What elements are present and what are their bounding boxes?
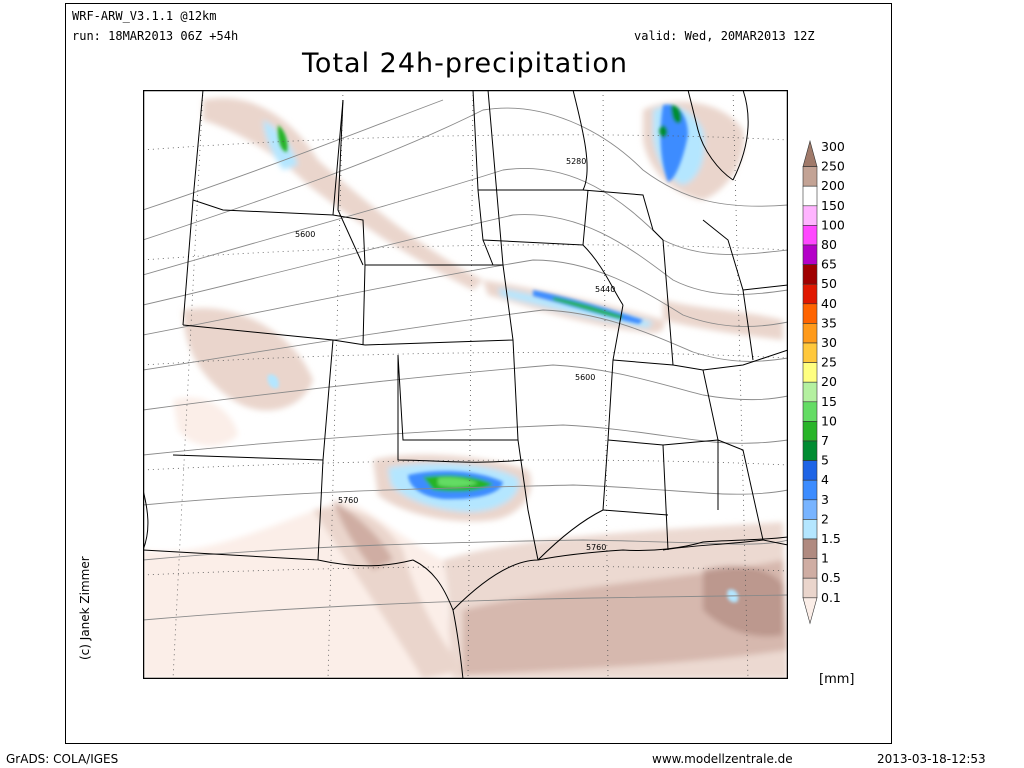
- legend-label: 15: [821, 394, 837, 409]
- legend-swatch: [802, 362, 818, 383]
- contour-label: 5600: [575, 373, 595, 382]
- legend-swatch: [802, 577, 818, 599]
- legend-swatch: [802, 283, 818, 305]
- legend-swatch: [802, 323, 818, 344]
- contour-label: 5600: [295, 230, 315, 239]
- legend-swatch: [802, 264, 818, 285]
- geopotential-contours: [143, 99, 788, 621]
- legend-swatch: [802, 225, 818, 246]
- legend-label: 1.5: [821, 531, 841, 546]
- map-title: Total 24h-precipitation: [302, 48, 628, 79]
- legend-swatch: [802, 185, 818, 207]
- legend-swatch: [802, 303, 818, 324]
- legend-label: 30: [821, 335, 837, 350]
- contour-label: 5760: [586, 543, 606, 552]
- legend-label: 0.5: [821, 570, 841, 585]
- legend-label: 40: [821, 296, 837, 311]
- precipitation-map: 5280 5600 5440 5600 5760 5760: [143, 90, 788, 679]
- legend-swatch: [802, 205, 818, 226]
- legend-label: 4: [821, 472, 829, 487]
- legend-label: 20: [821, 374, 837, 389]
- plot-frame: [65, 3, 892, 744]
- unit-label: [mm]: [819, 672, 855, 687]
- map-border: [143, 90, 788, 679]
- state-boundaries: [143, 90, 788, 567]
- graticule: [143, 90, 788, 679]
- legend-label: 2: [821, 511, 829, 526]
- legend-label: 250: [821, 159, 845, 174]
- legend-label: 5: [821, 453, 829, 468]
- contour-label: 5760: [338, 496, 358, 505]
- legend-swatch: [802, 401, 818, 422]
- contour-label: 5440: [595, 285, 615, 294]
- run-label: run: 18MAR2013 06Z +54h: [72, 29, 239, 43]
- legend-swatch: [802, 597, 818, 625]
- legend-label: 7: [821, 433, 829, 448]
- model-label: WRF-ARW_V3.1.1 @12km: [72, 9, 217, 23]
- legend-swatch: [802, 538, 818, 559]
- legend-label: 50: [821, 276, 837, 291]
- precip-shading: [143, 98, 788, 679]
- legend-label: 3: [821, 492, 829, 507]
- legend-swatch: [802, 166, 818, 187]
- legend-swatch: [802, 381, 818, 403]
- legend-label: 300: [821, 139, 845, 154]
- footer-timestamp: 2013-03-18-12:53: [877, 752, 986, 766]
- legend-swatch: [802, 139, 818, 167]
- legend-label: 1: [821, 551, 829, 566]
- contour-label: 5280: [566, 157, 586, 166]
- contour-labels: 5280 5600 5440 5600 5760 5760: [295, 157, 615, 552]
- footer-website: www.modellzentrale.de: [652, 752, 793, 766]
- legend-label: 80: [821, 237, 837, 252]
- footer-software: GrADS: COLA/IGES: [6, 752, 119, 766]
- legend-label: 35: [821, 315, 837, 330]
- legend-label: 150: [821, 198, 845, 213]
- legend-swatch: [802, 342, 818, 363]
- legend-label: 65: [821, 257, 837, 272]
- legend-swatch: [802, 460, 818, 481]
- legend-swatch: [802, 519, 818, 540]
- legend-swatch: [802, 421, 818, 442]
- legend-swatch: [802, 440, 818, 461]
- legend-label: 0.1: [821, 590, 841, 605]
- legend-swatch: [802, 479, 818, 501]
- legend-label: 10: [821, 413, 837, 428]
- legend-label: 200: [821, 178, 845, 193]
- author-credit: (c) Janek Zimmer: [78, 556, 92, 660]
- legend-swatch: [802, 558, 818, 579]
- valid-time-label: valid: Wed, 20MAR2013 12Z: [634, 29, 815, 43]
- legend-label: 100: [821, 217, 845, 232]
- legend-swatch: [802, 499, 818, 520]
- legend-swatch: [802, 244, 818, 265]
- color-legend: 300 250 200 150 100 80 65 50 40 35 30 25 20 15 10 7 5 4 3 2…: [802, 139, 845, 625]
- legend-label: 25: [821, 355, 837, 370]
